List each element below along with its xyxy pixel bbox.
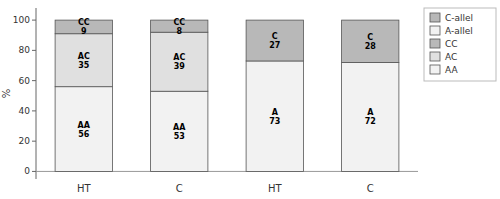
data-label: AC35 bbox=[78, 52, 90, 70]
legend-label: CC bbox=[445, 39, 458, 49]
legend-label: AA bbox=[445, 65, 458, 75]
x-tick-label: C bbox=[367, 183, 374, 194]
data-label: A73 bbox=[269, 108, 280, 126]
data-label-line: C bbox=[272, 32, 278, 41]
y-tick bbox=[32, 50, 36, 51]
data-label-line: CC bbox=[78, 18, 90, 27]
y-tick bbox=[32, 141, 36, 142]
data-label: C28 bbox=[365, 33, 377, 51]
bars bbox=[55, 20, 399, 171]
data-label: A72 bbox=[365, 108, 376, 126]
data-label-line: 72 bbox=[365, 117, 376, 126]
bar-segment bbox=[55, 87, 112, 172]
y-tick-label: 60 bbox=[19, 76, 31, 86]
data-label-line: 27 bbox=[269, 41, 280, 50]
data-label-line: A bbox=[272, 108, 279, 117]
data-label: AA56 bbox=[78, 121, 91, 139]
y-tick bbox=[32, 110, 36, 111]
legend-label: C-allel bbox=[445, 13, 473, 23]
bar-segment bbox=[151, 32, 208, 91]
data-label: C27 bbox=[269, 32, 280, 50]
data-label-line: AC bbox=[173, 53, 185, 62]
y-tick bbox=[32, 80, 36, 81]
y-tick-label: 100 bbox=[13, 15, 30, 25]
bar-segment bbox=[55, 34, 112, 87]
data-label-line: AC bbox=[78, 52, 90, 61]
data-label-line: AA bbox=[173, 123, 186, 132]
data-label-line: AA bbox=[78, 121, 91, 130]
data-label: AA53 bbox=[173, 123, 186, 141]
legend-swatch bbox=[430, 13, 440, 22]
data-label-line: 56 bbox=[78, 130, 90, 139]
x-tick-label: C bbox=[176, 183, 183, 194]
legend-label: AC bbox=[445, 52, 457, 62]
legend-swatch bbox=[430, 26, 440, 35]
bar-segment bbox=[342, 62, 399, 171]
data-label-line: C bbox=[367, 33, 373, 42]
y-tick-label: 20 bbox=[19, 136, 31, 146]
y-tick bbox=[32, 171, 36, 172]
bar-segment bbox=[342, 20, 399, 62]
data-label-line: A bbox=[367, 108, 374, 117]
data-label-line: 28 bbox=[365, 42, 377, 51]
y-tick bbox=[32, 20, 36, 21]
x-tick-label: HT bbox=[77, 183, 92, 194]
data-label-line: 8 bbox=[176, 27, 182, 36]
y-tick-label: 40 bbox=[19, 106, 31, 116]
y-tick-label: 0 bbox=[24, 166, 30, 176]
legend-label: A-allel bbox=[445, 26, 473, 36]
data-label-line: 53 bbox=[174, 132, 185, 141]
data-label-line: 39 bbox=[174, 62, 186, 71]
legend-swatch bbox=[430, 39, 440, 48]
data-label: CC8 bbox=[173, 18, 185, 36]
data-label: AC39 bbox=[173, 53, 185, 71]
legend-frame bbox=[424, 8, 496, 81]
data-label-line: 9 bbox=[81, 27, 87, 36]
bar-segment bbox=[246, 61, 303, 171]
data-label-line: CC bbox=[173, 18, 185, 27]
data-label-line: 35 bbox=[78, 61, 90, 70]
legend-swatch bbox=[430, 65, 440, 74]
y-axis-label: % bbox=[1, 89, 12, 99]
y-tick-label: 80 bbox=[19, 45, 31, 55]
legend-swatch bbox=[430, 52, 440, 61]
data-label-line: 73 bbox=[269, 117, 280, 126]
bar-segment bbox=[151, 91, 208, 171]
y-axis-line bbox=[36, 8, 37, 179]
x-tick-label: HT bbox=[268, 183, 283, 194]
data-label: CC9 bbox=[78, 18, 90, 36]
bar-segment bbox=[246, 20, 303, 61]
